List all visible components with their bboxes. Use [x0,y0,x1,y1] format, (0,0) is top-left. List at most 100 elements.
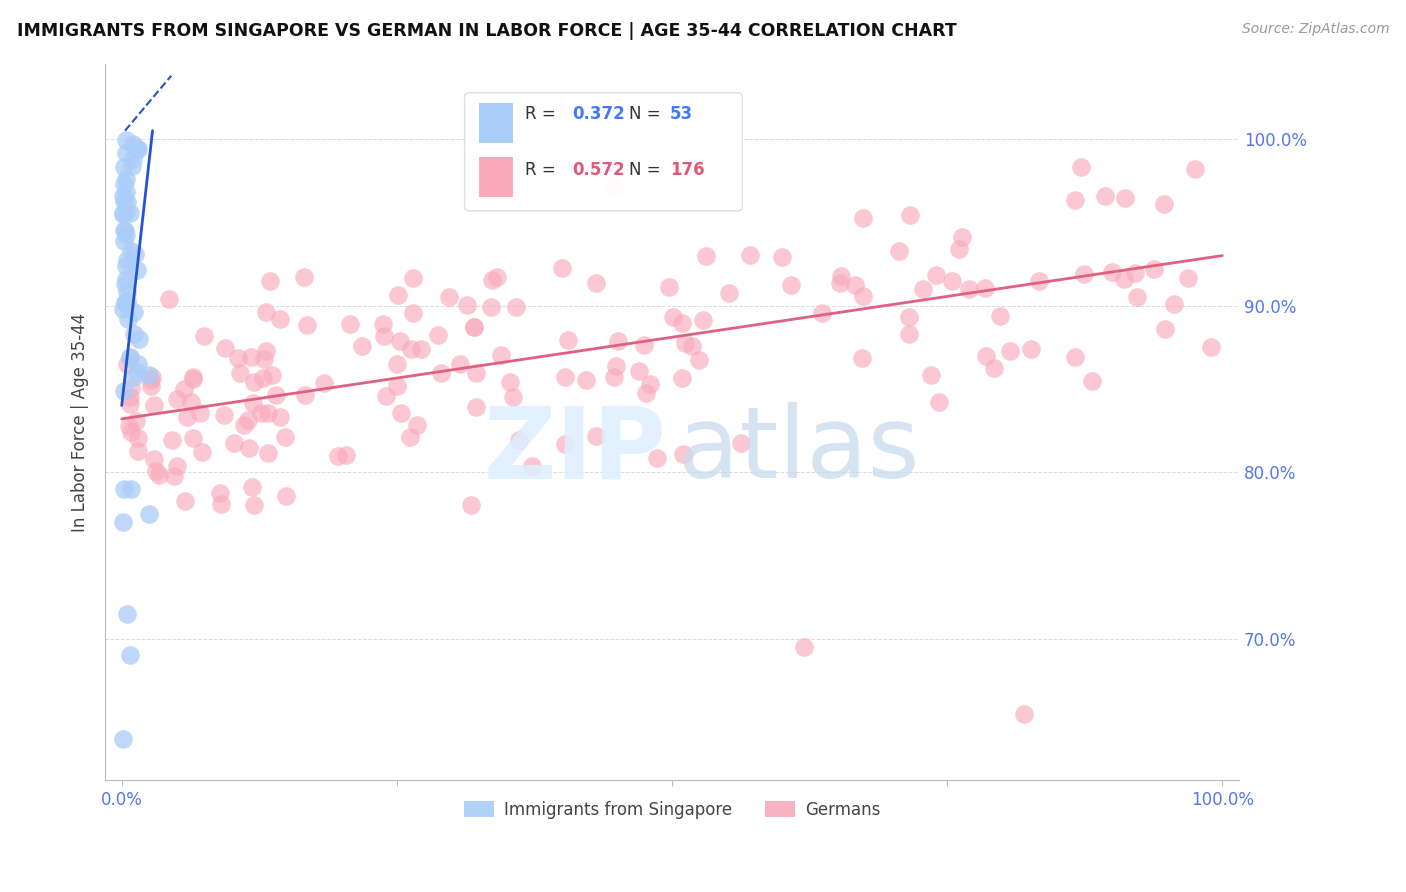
Point [988,309,1011,323]
Point [456,298,478,312]
Point [122,305,145,319]
Point [662,310,685,325]
Point [464,367,486,381]
Point [605,359,627,373]
Point [269,312,291,326]
Point [889,244,911,259]
Text: atlas: atlas [678,402,920,500]
Point [1199,340,1222,354]
Bar [479,103,513,143]
Point [193,329,215,343]
Point [1073,267,1095,281]
Point [115,272,138,286]
Point [112,161,135,175]
Point [292,270,315,285]
Point [112,482,135,496]
Point [139,378,162,392]
Point [127,431,149,445]
Point [464,400,486,414]
Point [114,224,136,238]
Point [1154,322,1177,336]
Point [294,388,316,402]
Point [124,139,146,153]
Point [779,277,801,292]
Point [269,409,291,424]
Point [111,731,134,746]
Point [633,338,655,352]
Point [122,370,145,384]
Point [1163,297,1185,311]
Point [226,351,249,365]
Point [112,194,135,208]
Point [1153,197,1175,211]
Point [174,494,197,508]
Point [335,448,357,462]
Point [692,313,714,327]
Point [112,188,135,202]
Point [1070,160,1092,174]
Point [127,142,149,156]
Point [112,177,135,191]
Point [254,305,277,319]
Point [460,499,482,513]
Point [112,223,135,237]
Point [388,334,411,348]
Point [239,350,262,364]
Point [1114,191,1136,205]
Point [166,459,188,474]
Point [437,290,460,304]
Point [520,458,543,473]
Point [402,306,425,320]
Point [142,398,165,412]
Point [181,432,204,446]
Point [998,344,1021,359]
Point [602,370,624,384]
Text: R =: R = [524,105,561,123]
Point [127,357,149,371]
Point [402,271,425,285]
Point [252,371,274,385]
Point [1177,271,1199,285]
Point [645,451,668,466]
Point [973,281,995,295]
Point [112,207,135,221]
Point [250,406,273,420]
Point [141,370,163,384]
Point [127,262,149,277]
Point [740,248,762,262]
Point [254,344,277,359]
Point [118,351,141,366]
Point [120,482,142,496]
Point [173,382,195,396]
Point [238,442,260,456]
Text: R =: R = [524,161,561,178]
Point [920,368,942,383]
Point [212,409,235,423]
Point [1114,271,1136,285]
Point [585,428,607,442]
Point [112,384,135,399]
Point [554,370,576,384]
Point [385,379,408,393]
Text: 176: 176 [669,161,704,178]
Point [1012,706,1035,721]
Point [214,342,236,356]
Point [405,417,427,432]
Point [148,467,170,482]
Point [121,152,143,166]
Point [925,268,948,282]
Point [115,194,138,209]
Point [114,296,136,310]
Text: 0.372: 0.372 [572,105,626,123]
Point [811,305,834,319]
Point [730,436,752,450]
Point [681,339,703,353]
Point [181,371,204,385]
Point [695,249,717,263]
Point [399,430,422,444]
Point [274,429,297,443]
Point [240,480,263,494]
Point [429,366,451,380]
Point [499,375,522,389]
Point [449,357,471,371]
